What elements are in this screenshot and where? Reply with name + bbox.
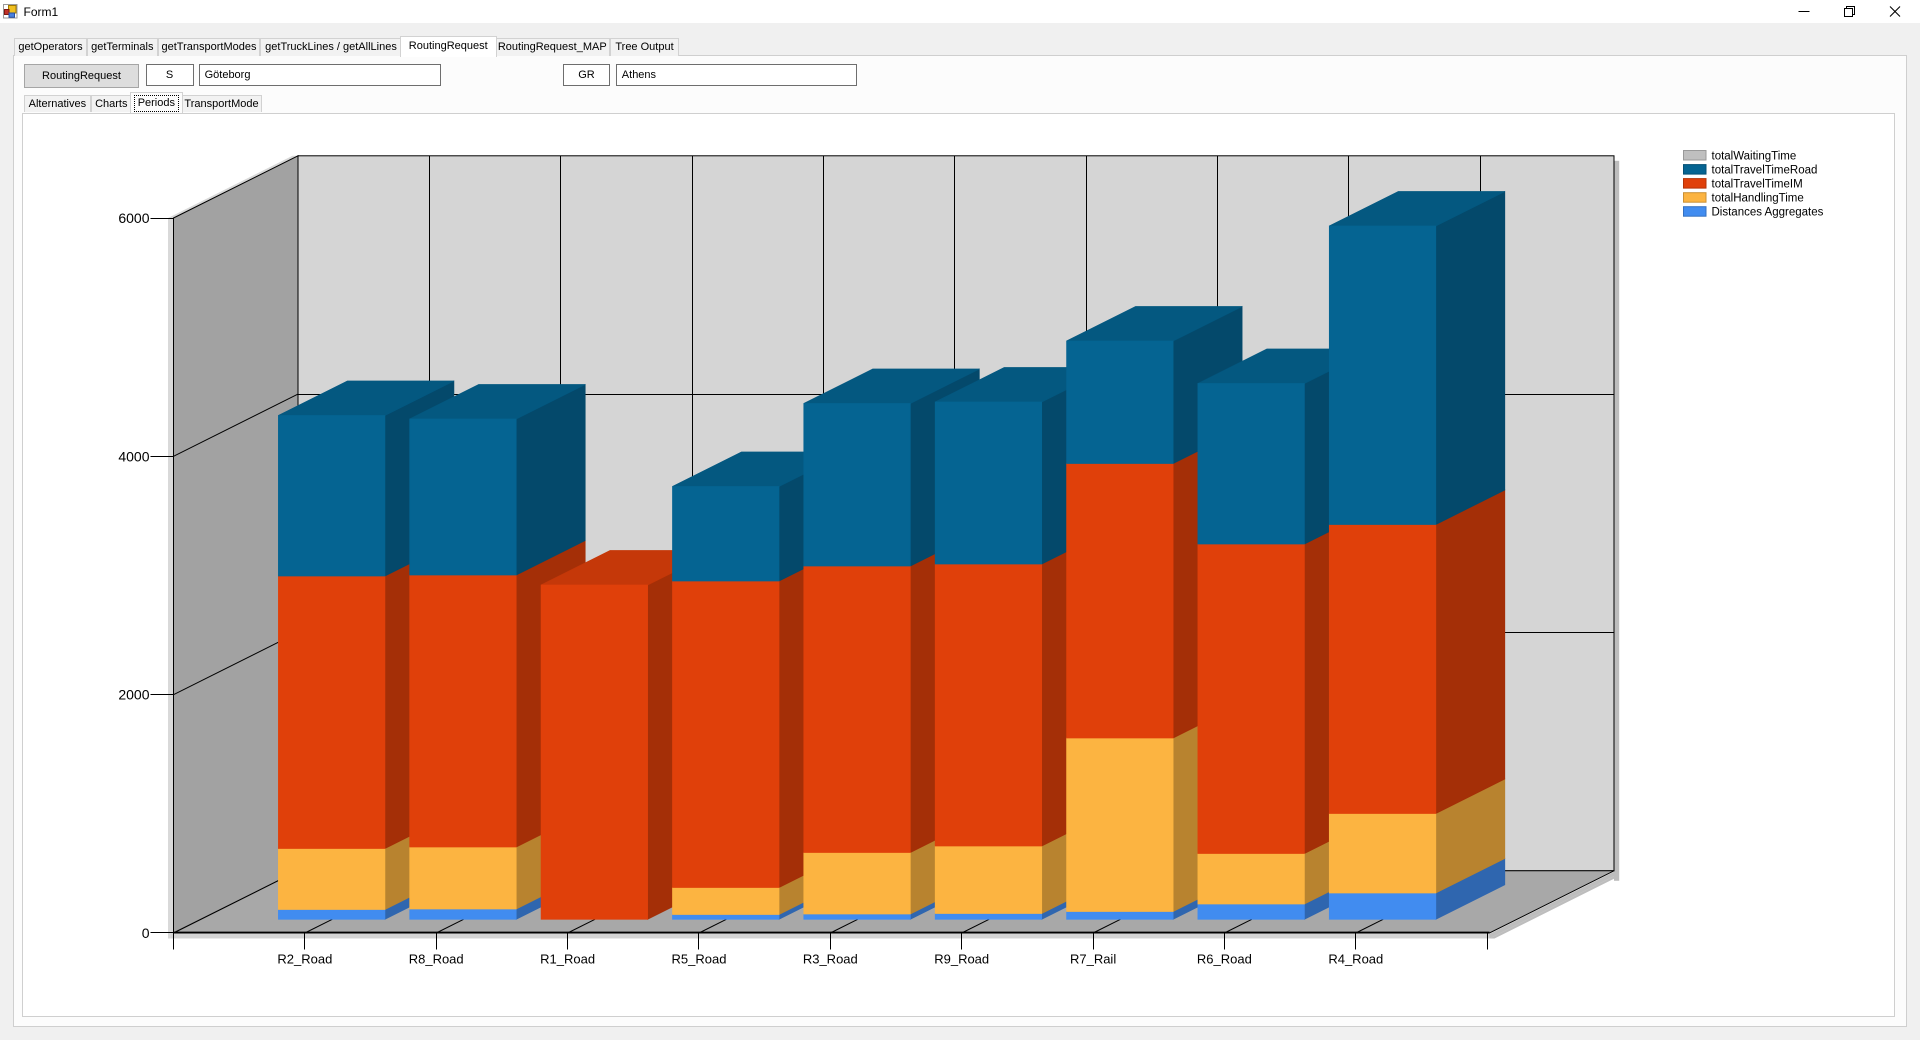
svg-text:0: 0: [142, 925, 150, 941]
svg-text:R7_Rail: R7_Rail: [1070, 952, 1116, 967]
svg-text:totalHandlingTime: totalHandlingTime: [1712, 193, 1804, 205]
svg-text:R8_Road: R8_Road: [409, 952, 464, 967]
svg-text:totalTravelTimeRoad: totalTravelTimeRoad: [1712, 165, 1818, 177]
svg-text:totalWaitingTime: totalWaitingTime: [1712, 151, 1797, 163]
svg-text:R4_Road: R4_Road: [1328, 952, 1383, 967]
svg-text:2000: 2000: [118, 687, 149, 703]
svg-text:R5_Road: R5_Road: [672, 952, 727, 967]
svg-text:R9_Road: R9_Road: [934, 952, 989, 967]
svg-text:4000: 4000: [118, 448, 149, 464]
svg-text:6000: 6000: [118, 210, 149, 226]
svg-text:Distances Aggregates: Distances Aggregates: [1712, 207, 1824, 219]
svg-text:R1_Road: R1_Road: [540, 952, 595, 967]
svg-text:R3_Road: R3_Road: [803, 952, 858, 967]
svg-text:R6_Road: R6_Road: [1197, 952, 1252, 967]
svg-text:totalTravelTimeIM: totalTravelTimeIM: [1712, 179, 1803, 191]
svg-text:R2_Road: R2_Road: [277, 952, 332, 967]
